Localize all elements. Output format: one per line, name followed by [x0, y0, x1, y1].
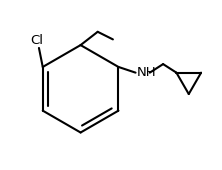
Text: Cl: Cl	[31, 34, 44, 47]
Text: NH: NH	[137, 66, 156, 79]
